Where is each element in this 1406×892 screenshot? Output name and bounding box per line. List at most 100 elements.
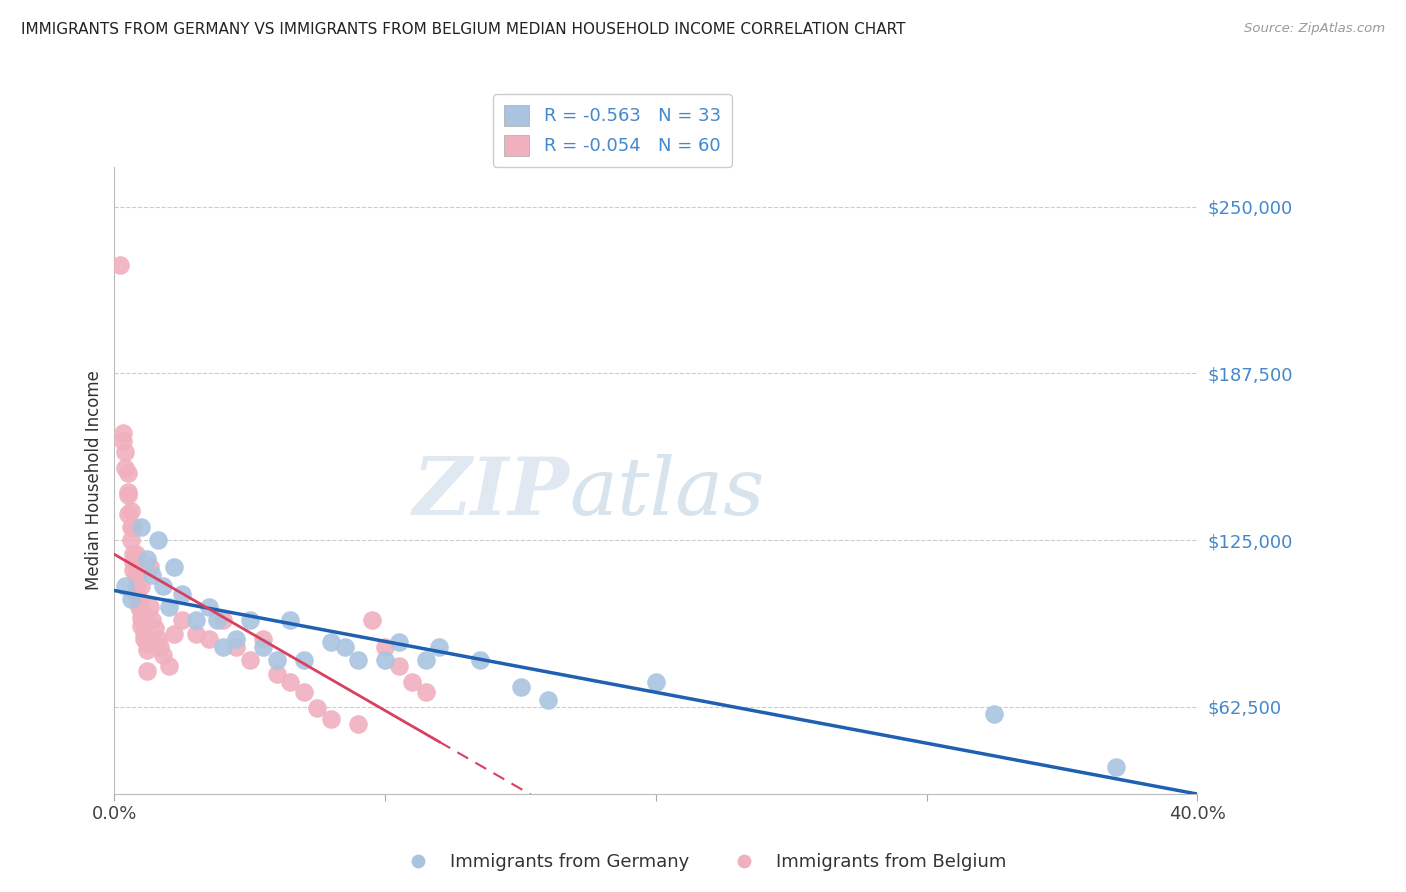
Point xyxy=(427,640,450,654)
Point xyxy=(184,613,207,627)
Point xyxy=(319,712,342,726)
Point xyxy=(184,626,207,640)
Point xyxy=(415,685,437,699)
Point xyxy=(134,626,156,640)
Point xyxy=(120,504,142,518)
Point xyxy=(536,693,558,707)
Point xyxy=(374,653,396,667)
Point xyxy=(135,637,157,651)
Point xyxy=(415,653,437,667)
Text: ZIP: ZIP xyxy=(412,454,569,532)
Point xyxy=(131,578,153,592)
Point xyxy=(135,642,157,657)
Point xyxy=(114,578,136,592)
Point xyxy=(388,658,411,673)
Point xyxy=(117,507,139,521)
Point xyxy=(108,258,131,272)
Point xyxy=(135,552,157,566)
Text: Source: ZipAtlas.com: Source: ZipAtlas.com xyxy=(1244,22,1385,36)
Point xyxy=(141,613,163,627)
Point xyxy=(114,461,136,475)
Point xyxy=(252,640,274,654)
Point xyxy=(146,632,169,646)
Point xyxy=(266,653,288,667)
Point xyxy=(388,634,411,648)
Point xyxy=(131,618,153,632)
Point xyxy=(307,701,329,715)
Point xyxy=(120,520,142,534)
Point xyxy=(198,599,221,614)
Point xyxy=(292,685,315,699)
Point xyxy=(157,599,180,614)
Point xyxy=(211,640,233,654)
Point xyxy=(128,565,150,579)
Point xyxy=(163,560,186,574)
Point xyxy=(122,562,145,576)
Point xyxy=(117,485,139,500)
Point xyxy=(125,586,148,600)
Point xyxy=(128,599,150,614)
Point xyxy=(198,632,221,646)
Point xyxy=(125,567,148,582)
Point xyxy=(122,555,145,569)
Point xyxy=(122,547,145,561)
Point xyxy=(280,613,302,627)
Point xyxy=(117,467,139,481)
Legend: Immigrants from Germany, Immigrants from Belgium: Immigrants from Germany, Immigrants from… xyxy=(392,847,1014,879)
Point xyxy=(138,560,160,574)
Point xyxy=(509,680,531,694)
Point xyxy=(163,626,186,640)
Point xyxy=(468,653,491,667)
Point xyxy=(360,613,382,627)
Point xyxy=(225,632,247,646)
Y-axis label: Median Household Income: Median Household Income xyxy=(86,370,103,591)
Point xyxy=(131,610,153,624)
Point xyxy=(152,578,174,592)
Point xyxy=(401,674,423,689)
Point xyxy=(111,434,134,449)
Point xyxy=(211,613,233,627)
Point xyxy=(319,634,342,648)
Point xyxy=(983,706,1005,721)
Point xyxy=(157,658,180,673)
Point xyxy=(266,666,288,681)
Point xyxy=(114,445,136,459)
Point xyxy=(135,664,157,678)
Legend: R = -0.563   N = 33, R = -0.054   N = 60: R = -0.563 N = 33, R = -0.054 N = 60 xyxy=(494,95,733,167)
Text: atlas: atlas xyxy=(569,454,765,532)
Point xyxy=(252,632,274,646)
Point xyxy=(347,653,370,667)
Point xyxy=(117,488,139,502)
Point xyxy=(125,547,148,561)
Point xyxy=(347,717,370,731)
Point xyxy=(134,632,156,646)
Point xyxy=(128,591,150,606)
Point xyxy=(239,613,262,627)
Point xyxy=(125,578,148,592)
Point xyxy=(333,640,356,654)
Point xyxy=(374,640,396,654)
Point xyxy=(152,648,174,662)
Point xyxy=(239,653,262,667)
Point xyxy=(134,607,156,622)
Point xyxy=(225,640,247,654)
Point xyxy=(141,567,163,582)
Point xyxy=(146,533,169,548)
Point xyxy=(172,613,194,627)
Point xyxy=(143,621,166,635)
Point xyxy=(149,640,172,654)
Point xyxy=(120,591,142,606)
Point xyxy=(131,605,153,619)
Point xyxy=(207,613,229,627)
Point xyxy=(131,520,153,534)
Point xyxy=(644,674,666,689)
Point xyxy=(1105,760,1128,774)
Point xyxy=(138,599,160,614)
Point xyxy=(292,653,315,667)
Point xyxy=(120,533,142,548)
Point xyxy=(122,520,145,534)
Point xyxy=(172,586,194,600)
Text: IMMIGRANTS FROM GERMANY VS IMMIGRANTS FROM BELGIUM MEDIAN HOUSEHOLD INCOME CORRE: IMMIGRANTS FROM GERMANY VS IMMIGRANTS FR… xyxy=(21,22,905,37)
Point xyxy=(111,426,134,441)
Point xyxy=(280,674,302,689)
